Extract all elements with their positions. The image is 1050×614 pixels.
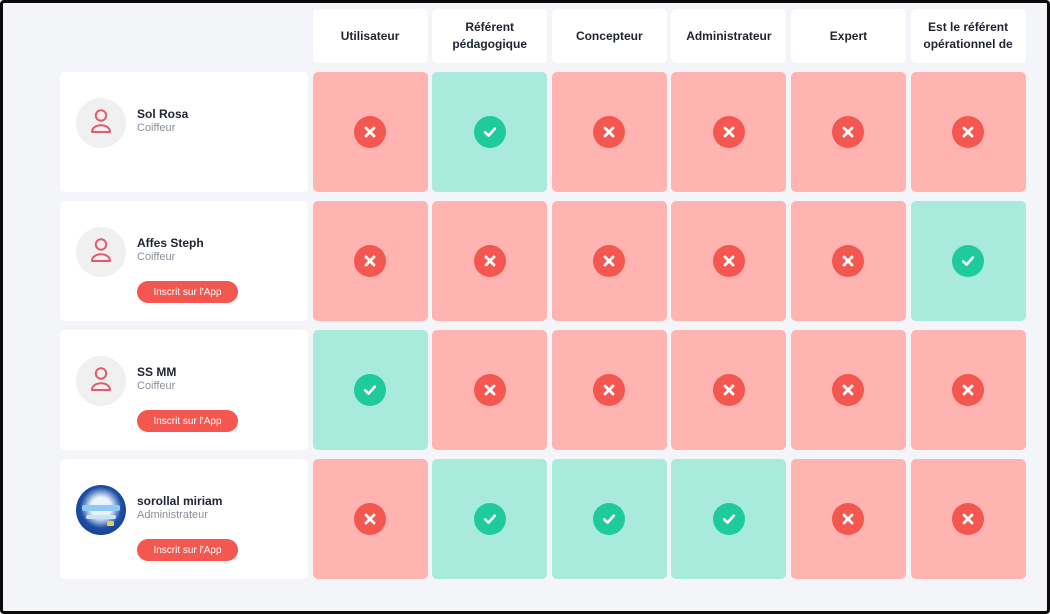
check-circle-icon bbox=[473, 116, 506, 148]
permission-denied-cell[interactable] bbox=[551, 72, 667, 192]
x-circle-icon bbox=[593, 245, 626, 277]
person-icon bbox=[90, 366, 112, 397]
permissions-grid: Utilisateur Référent pédagogique Concepteu… bbox=[60, 9, 1026, 579]
permission-granted-cell[interactable] bbox=[671, 459, 787, 579]
user-card: SS MM Coiffeur Inscrit sur l'App bbox=[60, 330, 308, 450]
x-circle-icon bbox=[593, 374, 626, 406]
x-circle-icon bbox=[712, 116, 745, 148]
x-circle-icon bbox=[593, 116, 626, 148]
permission-denied-cell[interactable] bbox=[432, 330, 548, 450]
avatar bbox=[76, 356, 126, 406]
permission-denied-cell[interactable] bbox=[790, 459, 906, 579]
avatar bbox=[76, 485, 126, 535]
user-name: sorollal miriam bbox=[137, 494, 223, 508]
column-header: Expert bbox=[790, 9, 906, 63]
inscrit-app-button[interactable]: Inscrit sur l'App bbox=[137, 539, 238, 561]
x-circle-icon bbox=[354, 245, 387, 277]
permission-denied-cell[interactable] bbox=[312, 72, 428, 192]
permission-denied-cell[interactable] bbox=[671, 201, 787, 321]
user-role: Coiffeur bbox=[137, 251, 176, 263]
inscrit-app-button[interactable]: Inscrit sur l'App bbox=[137, 281, 238, 303]
user-name: SS MM bbox=[137, 365, 177, 379]
x-circle-icon bbox=[354, 116, 387, 148]
user-role: Coiffeur bbox=[137, 122, 176, 134]
user-role: Administrateur bbox=[137, 509, 208, 521]
check-circle-icon bbox=[354, 374, 387, 406]
inscrit-app-button[interactable]: Inscrit sur l'App bbox=[137, 410, 238, 432]
user-card: Affes Steph Coiffeur Inscrit sur l'App bbox=[60, 201, 308, 321]
x-circle-icon bbox=[354, 503, 387, 535]
x-circle-icon bbox=[832, 503, 865, 535]
user-role: Coiffeur bbox=[137, 380, 176, 392]
permission-denied-cell[interactable] bbox=[910, 72, 1026, 192]
column-header: Concepteur bbox=[551, 9, 667, 63]
x-circle-icon bbox=[832, 116, 865, 148]
permission-granted-cell[interactable] bbox=[910, 201, 1026, 321]
x-circle-icon bbox=[952, 503, 985, 535]
person-icon bbox=[90, 108, 112, 139]
permission-denied-cell[interactable] bbox=[671, 72, 787, 192]
permission-denied-cell[interactable] bbox=[551, 201, 667, 321]
column-header: Est le référent opérationnel de bbox=[910, 9, 1026, 63]
permission-granted-cell[interactable] bbox=[551, 459, 667, 579]
permission-denied-cell[interactable] bbox=[312, 201, 428, 321]
x-circle-icon bbox=[473, 374, 506, 406]
permission-granted-cell[interactable] bbox=[312, 330, 428, 450]
permission-granted-cell[interactable] bbox=[432, 459, 548, 579]
check-circle-icon bbox=[952, 245, 985, 277]
header-corner bbox=[60, 9, 308, 63]
check-circle-icon bbox=[593, 503, 626, 535]
permission-denied-cell[interactable] bbox=[551, 330, 667, 450]
permission-denied-cell[interactable] bbox=[790, 330, 906, 450]
column-header: Administrateur bbox=[671, 9, 787, 63]
permission-granted-cell[interactable] bbox=[432, 72, 548, 192]
avatar bbox=[76, 227, 126, 277]
x-circle-icon bbox=[712, 245, 745, 277]
permission-denied-cell[interactable] bbox=[312, 459, 428, 579]
user-card: sorollal miriam Administrateur Inscrit sur… bbox=[60, 459, 308, 579]
column-header: Utilisateur bbox=[312, 9, 428, 63]
permission-denied-cell[interactable] bbox=[790, 72, 906, 192]
x-circle-icon bbox=[712, 374, 745, 406]
permission-denied-cell[interactable] bbox=[910, 459, 1026, 579]
column-header: Référent pédagogique bbox=[432, 9, 548, 63]
x-circle-icon bbox=[473, 245, 506, 277]
person-icon bbox=[90, 237, 112, 268]
permission-denied-cell[interactable] bbox=[671, 330, 787, 450]
x-circle-icon bbox=[952, 116, 985, 148]
check-circle-icon bbox=[473, 503, 506, 535]
user-card: Sol Rosa Coiffeur bbox=[60, 72, 308, 192]
permission-denied-cell[interactable] bbox=[432, 201, 548, 321]
user-name: Affes Steph bbox=[137, 236, 204, 250]
x-circle-icon bbox=[832, 245, 865, 277]
x-circle-icon bbox=[952, 374, 985, 406]
avatar bbox=[76, 98, 126, 148]
user-name: Sol Rosa bbox=[137, 107, 189, 121]
permission-denied-cell[interactable] bbox=[910, 330, 1026, 450]
permission-denied-cell[interactable] bbox=[790, 201, 906, 321]
check-circle-icon bbox=[712, 503, 745, 535]
x-circle-icon bbox=[832, 374, 865, 406]
